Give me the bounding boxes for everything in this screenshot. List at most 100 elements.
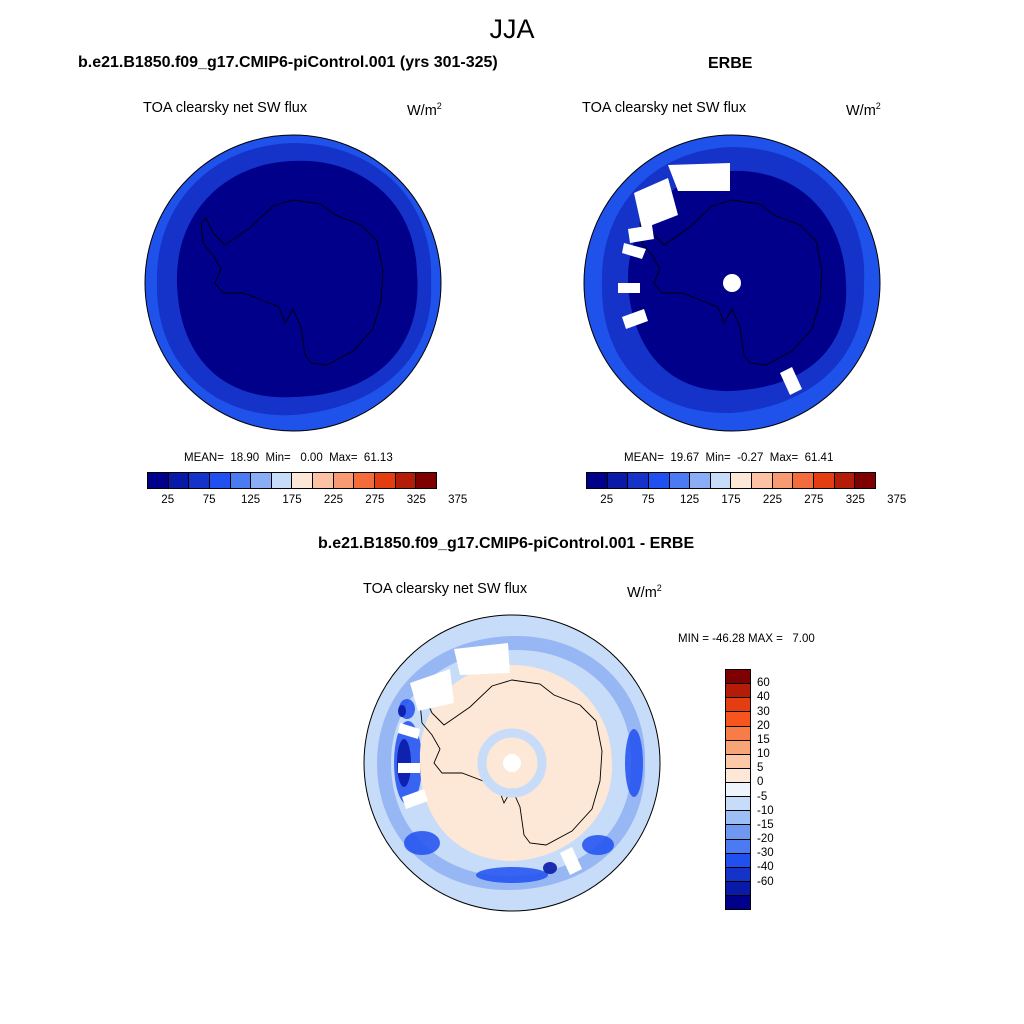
model-colorbar-swatch xyxy=(230,473,252,488)
diff-colorbar-swatch xyxy=(726,726,750,741)
diff-colorbar-swatch xyxy=(726,698,750,713)
diff-colorbar-swatch xyxy=(726,670,750,685)
model-panel-title: b.e21.B1850.f09_g17.CMIP6-piControl.001 … xyxy=(78,54,498,71)
diff-panel-title: b.e21.B1850.f09_g17.CMIP6-piControl.001 … xyxy=(318,535,695,552)
diff-colorbar-tick-label: -30 xyxy=(757,847,774,860)
diff-units-label: W/m2 xyxy=(627,583,662,601)
diff-map-border xyxy=(363,614,661,912)
diff-colorbar-tick-label: 40 xyxy=(757,691,770,704)
diff-colorbar-swatch xyxy=(726,811,750,826)
model-colorbar-labels: 25 75 125 175 225 275 325 375 xyxy=(147,494,467,508)
model-colorbar-swatch xyxy=(375,473,396,488)
obs-colorbar-swatch xyxy=(772,473,794,488)
diff-colorbar-tick-label: 20 xyxy=(757,719,770,732)
diff-colorbar-tick-label: -40 xyxy=(757,861,774,874)
obs-colorbar-swatch xyxy=(648,473,670,488)
diff-colorbar-swatch xyxy=(726,754,750,769)
diff-colorbar-swatch xyxy=(726,768,750,783)
model-colorbar-swatch xyxy=(209,473,231,488)
obs-colorbar-swatch xyxy=(814,473,835,488)
obs-colorbar-swatch xyxy=(793,473,815,488)
diff-colorbar-tick-label: 0 xyxy=(757,776,764,789)
diff-missing-data-patches xyxy=(398,643,582,875)
season-title: JJA xyxy=(489,14,535,44)
obs-colorbar xyxy=(586,472,876,489)
model-colorbar xyxy=(147,472,437,489)
model-colorbar-tick-label: 225 xyxy=(323,494,344,506)
obs-variable-label: TOA clearsky net SW flux xyxy=(582,100,747,116)
obs-colorbar-tick-label: 325 xyxy=(845,494,865,506)
obs-colorbar-swatch xyxy=(855,473,875,488)
obs-panel-title: ERBE xyxy=(708,55,753,72)
model-colorbar-tick-label: 375 xyxy=(448,494,468,506)
obs-colorbar-tick-label: 225 xyxy=(762,494,783,506)
obs-colorbar-swatch xyxy=(669,473,691,488)
model-colorbar-tick-label: 275 xyxy=(365,494,385,506)
diff-colorbar-tick-label: 15 xyxy=(757,733,770,746)
model-antarctica-coastline xyxy=(200,199,384,366)
model-colorbar-swatch xyxy=(148,473,169,488)
diff-colorbar-tick-label: -15 xyxy=(757,818,774,831)
obs-map-border xyxy=(583,134,881,432)
obs-colorbar-swatch xyxy=(690,473,711,488)
model-colorbar-swatch xyxy=(354,473,376,488)
diff-antarctica-coastline xyxy=(419,679,603,846)
diff-colorbar-tick-label: -60 xyxy=(757,875,774,888)
obs-colorbar-tick-label: 175 xyxy=(721,494,741,506)
diff-colorbar-tick-label: 10 xyxy=(757,748,770,761)
obs-colorbar-tick-label: 75 xyxy=(641,494,655,506)
diff-colorbar-tick-label: -20 xyxy=(757,833,774,846)
diff-colorbar-swatch xyxy=(726,783,750,798)
diff-polar-map xyxy=(363,614,661,912)
model-colorbar-swatch xyxy=(292,473,314,488)
diff-colorbar-swatch xyxy=(726,825,750,840)
diff-colorbar-tick-label: -10 xyxy=(757,804,774,817)
obs-missing-data-patches xyxy=(618,163,802,395)
model-map-border xyxy=(144,134,442,432)
obs-colorbar-swatch xyxy=(710,473,732,488)
obs-colorbar-swatch xyxy=(731,473,753,488)
model-colorbar-tick-label: 25 xyxy=(161,494,175,506)
model-colorbar-swatch xyxy=(416,473,436,488)
model-colorbar-swatch xyxy=(395,473,417,488)
model-inner-region xyxy=(176,160,418,398)
obs-colorbar-swatch xyxy=(834,473,856,488)
model-units-label: W/m2 xyxy=(407,101,442,119)
obs-colorbar-tick-label: 375 xyxy=(887,494,907,506)
diff-colorbar-tick-label: -5 xyxy=(757,790,768,803)
diff-stats-label: MIN = -46.28 MAX = 7.00 xyxy=(678,633,815,645)
obs-colorbar-swatch xyxy=(752,473,773,488)
model-colorbar-tick-label: 75 xyxy=(202,494,216,506)
model-variable-label: TOA clearsky net SW flux xyxy=(143,100,308,116)
diff-colorbar-swatch xyxy=(726,896,750,910)
diff-colorbar-swatch xyxy=(726,839,750,854)
obs-colorbar-tick-label: 125 xyxy=(679,494,700,506)
model-colorbar-tick-label: 325 xyxy=(406,494,426,506)
obs-units-label: W/m2 xyxy=(846,101,881,119)
obs-colorbar-swatch xyxy=(607,473,629,488)
model-stats-label: MEAN= 18.90 Min= 0.00 Max= 61.13 xyxy=(184,452,393,464)
diff-colorbar-labels: 60 40 30 20 15 10 5 0 -5 -10 -15 -20 -30 -40 -60 xyxy=(757,669,797,910)
model-colorbar-swatch xyxy=(189,473,210,488)
model-polar-map xyxy=(144,134,442,432)
model-colorbar-swatch xyxy=(271,473,293,488)
obs-colorbar-tick-label: 25 xyxy=(600,494,614,506)
diff-colorbar-swatch xyxy=(726,797,750,812)
model-colorbar-swatch xyxy=(333,473,355,488)
model-colorbar-swatch xyxy=(168,473,190,488)
diff-colorbar-swatch xyxy=(726,740,750,755)
obs-colorbar-swatch xyxy=(587,473,608,488)
diff-polar-ring xyxy=(477,728,547,798)
diff-colorbar-swatch xyxy=(726,867,750,882)
diff-colorbar xyxy=(725,669,751,910)
obs-colorbar-labels: 25 75 125 175 225 275 325 375 xyxy=(586,494,906,508)
diff-colorbar-swatch xyxy=(726,881,750,896)
model-colorbar-tick-label: 125 xyxy=(240,494,261,506)
diff-colorbar-tick-label: 30 xyxy=(757,705,770,718)
obs-antarctica-coastline xyxy=(639,199,823,366)
diff-colorbar-swatch xyxy=(726,853,750,868)
obs-colorbar-swatch xyxy=(628,473,649,488)
model-colorbar-tick-label: 175 xyxy=(282,494,302,506)
diff-colorbar-tick-label: 60 xyxy=(757,677,770,690)
obs-stats-label: MEAN= 19.67 Min= -0.27 Max= 61.41 xyxy=(624,452,834,464)
